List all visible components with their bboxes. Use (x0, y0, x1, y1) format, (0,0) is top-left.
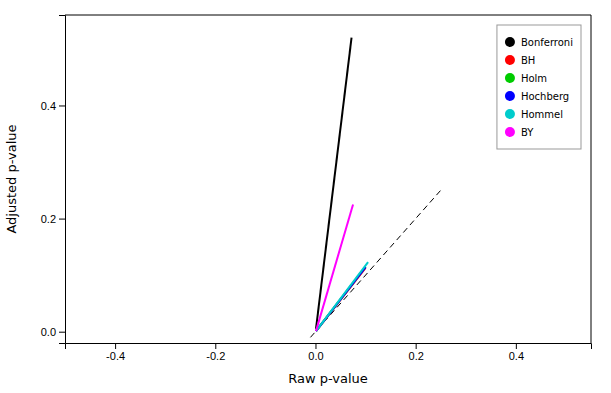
series-line (316, 262, 368, 331)
tick: 0.2 (41, 213, 65, 225)
legend-label: Hochberg (521, 91, 569, 102)
legend-item: BY (505, 127, 534, 138)
legend-label: Holm (521, 73, 547, 84)
legend-item: Holm (505, 73, 547, 84)
y-axis-title: Adjusted p-value (4, 124, 19, 233)
legend: Bonferroni BH Holm Hochberg Hommel BY (497, 25, 581, 149)
legend-item: Hommel (505, 109, 563, 120)
legend-box (497, 25, 581, 149)
frame (65, 15, 591, 16)
legend-label: Hommel (521, 109, 563, 120)
chart: -0.4 -0.2 0.0 0.2 0.4 0.0 0.2 0.4 Bonferroni BH Ho… (0, 0, 611, 393)
tick-label: 0.4 (41, 100, 56, 112)
series-line (316, 204, 353, 331)
tick-mark (59, 219, 65, 220)
legend-label: BH (521, 55, 535, 66)
x-axis: -0.4 -0.2 0.0 0.2 0.4 (66, 343, 592, 362)
axis-line (59, 16, 66, 344)
axis-line (66, 344, 592, 350)
tick-mark (315, 343, 316, 349)
legend-swatch (505, 73, 515, 83)
tick: -0.2 (206, 343, 225, 362)
tick-label: 0.4 (509, 350, 524, 362)
tick-mark (59, 332, 65, 333)
tick: -0.4 (106, 343, 125, 362)
y-axis: 0.0 0.2 0.4 (41, 16, 66, 344)
tick-label: 0.0 (41, 326, 56, 338)
tick: 0.4 (41, 100, 65, 112)
tick-mark (115, 343, 116, 349)
x-axis-title: Raw p-value (288, 371, 368, 386)
tick-label: 0.2 (41, 213, 56, 225)
legend-swatch (505, 109, 515, 119)
tick-label: -0.2 (206, 350, 225, 362)
legend-swatch (505, 127, 515, 137)
legend-label: BY (521, 127, 534, 138)
legend-item: BH (505, 55, 535, 66)
plot: -0.4 -0.2 0.0 0.2 0.4 0.0 0.2 0.4 Bonferroni BH Ho… (41, 15, 592, 362)
lines (310, 38, 440, 338)
tick: 0.0 (41, 326, 65, 338)
tick-mark (416, 343, 417, 349)
tick-mark (215, 343, 216, 349)
legend-swatch (505, 37, 515, 47)
series-line (316, 38, 352, 329)
legend-label: Bonferroni (521, 37, 573, 48)
tick-label: 0.2 (409, 350, 424, 362)
tick-mark (516, 343, 517, 349)
tick: 0.0 (308, 343, 323, 362)
tick: 0.4 (509, 343, 524, 362)
tick-label: -0.4 (106, 350, 125, 362)
legend-item: Hochberg (505, 91, 569, 102)
tick-mark (59, 105, 65, 106)
legend-swatch (505, 91, 515, 101)
tick: 0.2 (409, 343, 424, 362)
tick-label: 0.0 (308, 350, 323, 362)
legend-item: Bonferroni (505, 37, 573, 48)
legend-swatch (505, 55, 515, 65)
frame (591, 15, 592, 343)
